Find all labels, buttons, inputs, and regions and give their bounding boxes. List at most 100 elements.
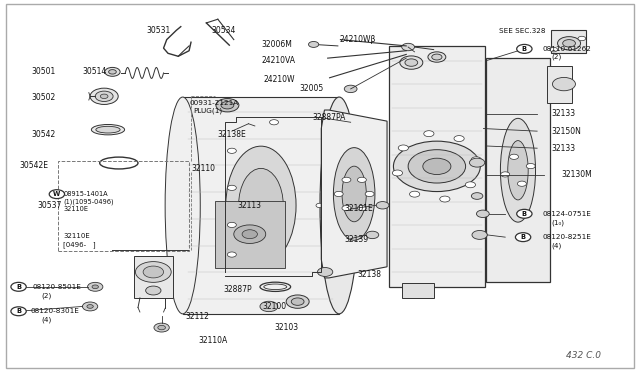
Circle shape: [308, 41, 319, 47]
Circle shape: [154, 323, 170, 332]
Bar: [182, 97, 339, 314]
Circle shape: [136, 262, 172, 282]
Circle shape: [398, 145, 408, 151]
Circle shape: [376, 202, 389, 209]
Circle shape: [465, 182, 476, 188]
Circle shape: [526, 163, 535, 169]
Text: (1₀): (1₀): [551, 219, 564, 225]
Circle shape: [227, 222, 236, 228]
Circle shape: [423, 158, 451, 174]
Circle shape: [11, 282, 26, 291]
Circle shape: [146, 286, 161, 295]
Text: 08915-1401A: 08915-1401A: [63, 191, 108, 197]
Text: 30534: 30534: [211, 26, 236, 35]
Text: 08124-0751E: 08124-0751E: [542, 211, 591, 217]
Circle shape: [454, 135, 464, 141]
Circle shape: [550, 47, 557, 52]
Circle shape: [260, 301, 278, 312]
Ellipse shape: [342, 166, 366, 222]
Text: 32110E: 32110E: [63, 233, 90, 239]
Circle shape: [158, 326, 166, 330]
Text: 32139: 32139: [344, 235, 369, 244]
Circle shape: [366, 231, 379, 238]
Text: 32130M: 32130M: [561, 170, 592, 179]
Text: 32101E: 32101E: [344, 205, 373, 214]
Text: 32138E: 32138E: [218, 130, 246, 140]
Circle shape: [440, 196, 450, 202]
Circle shape: [90, 88, 118, 105]
Circle shape: [394, 141, 480, 192]
Circle shape: [408, 150, 466, 183]
Bar: [547, 65, 572, 103]
Circle shape: [357, 205, 366, 211]
Text: 32150N: 32150N: [551, 126, 581, 136]
Circle shape: [557, 37, 580, 50]
Text: (4): (4): [551, 242, 561, 248]
Ellipse shape: [92, 125, 125, 135]
Circle shape: [410, 191, 420, 197]
Circle shape: [95, 91, 113, 102]
Text: 08120-8501E: 08120-8501E: [33, 284, 81, 290]
Circle shape: [424, 131, 434, 137]
Circle shape: [326, 186, 333, 190]
Circle shape: [578, 36, 586, 41]
Circle shape: [392, 170, 403, 176]
Circle shape: [242, 230, 257, 238]
Ellipse shape: [320, 97, 358, 314]
Circle shape: [291, 298, 304, 305]
Text: 32110: 32110: [191, 164, 215, 173]
Text: SEE SEC.328: SEE SEC.328: [499, 28, 545, 34]
Circle shape: [471, 157, 481, 163]
Text: 00931-2121A: 00931-2121A: [189, 100, 238, 106]
Circle shape: [92, 285, 99, 289]
Text: 30514: 30514: [83, 67, 107, 76]
Circle shape: [105, 67, 120, 76]
Text: 32112: 32112: [186, 312, 210, 321]
Ellipse shape: [500, 118, 536, 222]
Circle shape: [216, 99, 239, 112]
Ellipse shape: [333, 148, 375, 240]
Text: 08120-8251E: 08120-8251E: [542, 234, 591, 240]
Ellipse shape: [508, 141, 528, 200]
Text: 32113: 32113: [237, 201, 261, 210]
Circle shape: [227, 148, 236, 153]
Bar: [551, 31, 586, 53]
Circle shape: [109, 70, 116, 74]
Text: B: B: [522, 46, 527, 52]
Circle shape: [552, 77, 575, 91]
Text: (4): (4): [42, 316, 52, 323]
Bar: [486, 58, 550, 282]
Text: 08120-8301E: 08120-8301E: [30, 308, 79, 314]
Text: 32133: 32133: [551, 109, 575, 118]
Text: 30542E: 30542E: [20, 161, 49, 170]
Circle shape: [516, 44, 532, 53]
Circle shape: [476, 210, 489, 218]
Circle shape: [334, 191, 343, 196]
Text: 24210VA: 24210VA: [261, 56, 295, 65]
Text: 30531: 30531: [147, 26, 170, 35]
Circle shape: [269, 120, 278, 125]
Text: W: W: [53, 191, 61, 197]
Text: 30501: 30501: [31, 67, 56, 76]
Bar: [58, 161, 189, 251]
Circle shape: [428, 52, 446, 62]
Circle shape: [516, 209, 532, 218]
Text: 32133: 32133: [551, 144, 575, 153]
Text: (2): (2): [42, 292, 52, 299]
Text: 08110-61262: 08110-61262: [542, 46, 591, 52]
Bar: [402, 283, 434, 298]
Circle shape: [344, 85, 357, 93]
Text: B: B: [520, 234, 525, 240]
Circle shape: [472, 231, 487, 239]
Text: PLUG(1): PLUG(1): [193, 108, 223, 114]
Text: B: B: [522, 211, 527, 217]
Circle shape: [471, 193, 483, 199]
Ellipse shape: [333, 187, 345, 224]
Circle shape: [286, 295, 309, 308]
Text: 30537: 30537: [38, 201, 62, 210]
Circle shape: [227, 185, 236, 190]
Circle shape: [88, 282, 103, 291]
Circle shape: [518, 181, 526, 186]
Text: 30502: 30502: [31, 93, 56, 102]
Circle shape: [345, 186, 353, 190]
